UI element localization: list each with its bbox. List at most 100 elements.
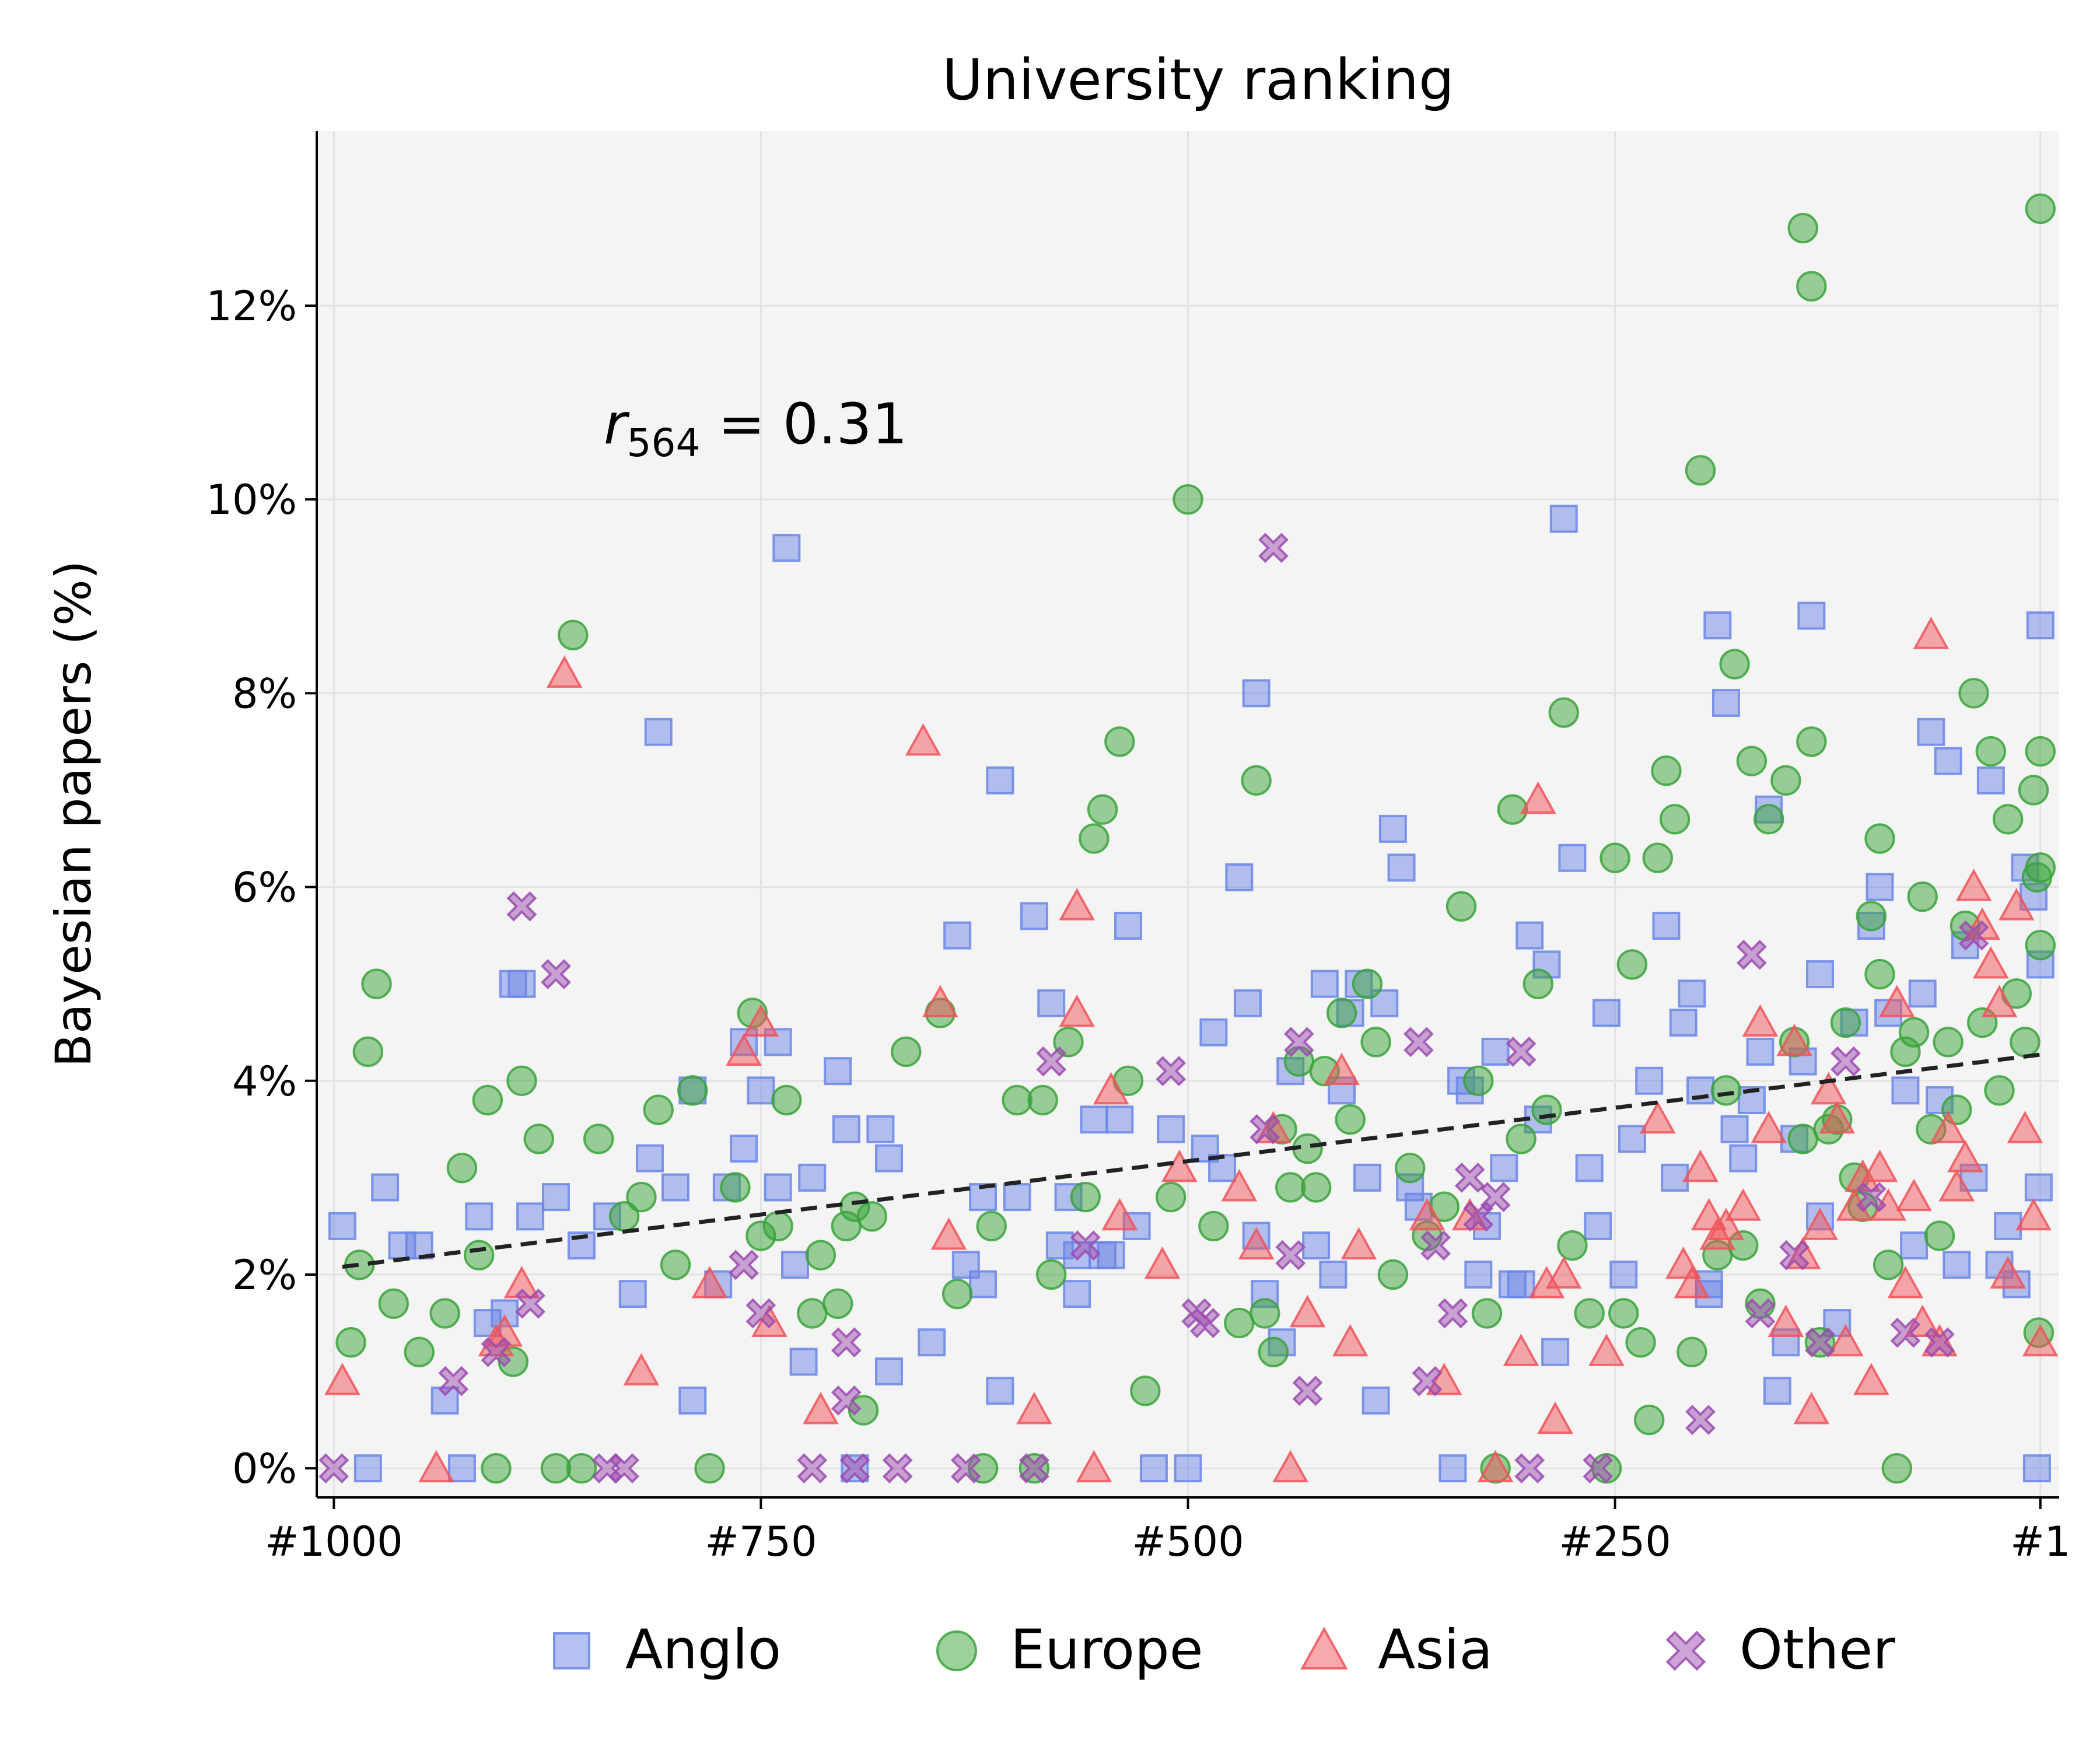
data-point [1981,985,2018,1017]
data-point [743,1004,779,1037]
data-point [1199,1018,1228,1046]
data-point [1896,1178,1932,1212]
data-point [1907,881,1938,912]
data-point [1463,1065,1494,1096]
data-point [626,1181,657,1213]
y-tick-label: 12% [206,282,297,330]
y-tick-label: 10% [206,476,297,524]
data-point [472,1084,503,1116]
data-point [1300,1172,1332,1203]
data-point [839,1453,870,1484]
data-point [1618,1125,1646,1153]
data-point [481,1336,512,1367]
data-point [1770,765,1801,796]
data-point [1890,1317,1921,1348]
data-point [1063,1280,1091,1308]
data-point [1114,912,1143,940]
y-tick-label: 0% [232,1445,297,1493]
legend-label: Anglo [625,1618,781,1682]
data-point [1819,1101,1856,1134]
data-point [1592,999,1620,1027]
legend-marker [1665,1630,1706,1671]
data-point [832,1115,860,1143]
data-point [1272,1450,1309,1483]
data-point [1016,1391,1052,1424]
data-point [1036,1046,1067,1077]
data-point [1520,781,1556,814]
data-point [797,1298,828,1329]
chart-title: University ranking [942,47,1454,113]
data-point [1972,946,2009,979]
data-point [922,985,958,1017]
data-point [1250,1298,1280,1329]
data-point [1635,1066,1664,1095]
data-point [1746,1037,1774,1066]
data-point [1900,1231,1929,1260]
data-point [1588,1334,1625,1366]
data-point [1275,1172,1306,1203]
data-point [950,1453,981,1484]
data-point [875,1357,904,1386]
legend-label: Asia [1378,1618,1493,1682]
data-point [822,1288,853,1320]
data-point [1225,863,1254,891]
data-point [1976,766,2005,794]
legend-item-asia: Asia [1300,1618,1493,1682]
data-point [1076,1450,1112,1483]
x-axis-ticks: #1000 #750 #500 #250 #1 [265,1497,2070,1566]
correlation-symbol: r [604,391,630,457]
data-point [1105,1105,1134,1134]
data-point [1545,1256,1582,1289]
data-point [694,1452,725,1484]
data-point [515,1288,545,1319]
data-point [446,1153,478,1184]
data-point [438,1366,469,1396]
data-point [1712,688,1740,717]
data-point [660,1250,691,1280]
data-point [1438,1454,1467,1483]
data-point [1958,920,1989,951]
data-point [1678,979,1706,1008]
data-point [1036,1259,1067,1290]
data-point [930,1217,967,1250]
correlation-value: = 0.31 [700,391,907,457]
data-point [746,1298,776,1329]
data-point [1059,994,1096,1027]
data-point [1446,891,1477,922]
trend-line [342,1052,2041,1269]
data-point [1669,1009,1698,1037]
data-point [1616,949,1648,980]
data-point [1609,1260,1638,1289]
data-point [1934,747,1962,775]
y-axis-title: Bayesian papers (%) [45,560,102,1067]
data-point [1549,505,1578,533]
data-point [523,1124,554,1154]
data-point [1258,1336,1289,1368]
data-point [1242,679,1270,708]
data-point [1898,1017,1930,1048]
data-point [1729,1144,1758,1172]
data-point [831,1327,862,1358]
data-point [361,968,392,999]
data-point [729,1250,760,1280]
data-point [1708,1208,1744,1240]
data-point [1221,1168,1258,1202]
data-point [1831,1046,1861,1077]
data-point [905,723,942,756]
data-point [1324,1052,1360,1086]
data-point [1930,1111,1966,1143]
data-point [1093,1072,1129,1105]
data-point [1319,1260,1348,1289]
y-axis-ticks: 0% 2% 4% 6% 8% 10% 12% [206,282,317,1493]
data-point [678,1386,707,1415]
data-point [558,620,589,650]
data-point [1856,1182,1887,1213]
data-point [1639,1101,1676,1134]
data-point [1710,1075,1742,1106]
data-point [772,534,801,562]
data-point [1377,1259,1409,1290]
data-point [371,1173,400,1202]
data-point [882,1453,913,1484]
data-point [508,970,536,998]
series-anglo [328,505,2054,1483]
